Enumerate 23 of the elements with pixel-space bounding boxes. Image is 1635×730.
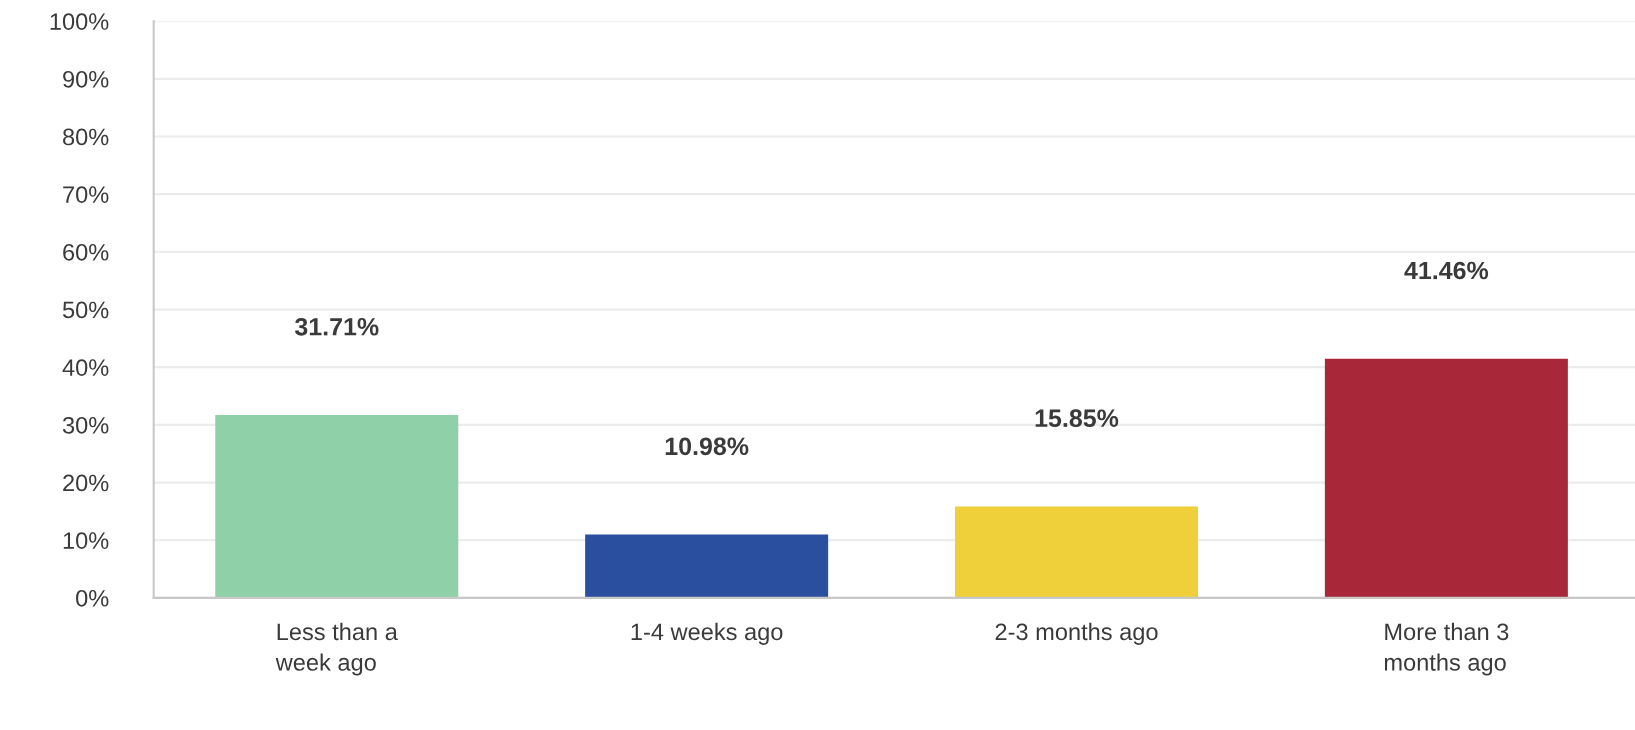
bar: [1324, 358, 1568, 598]
bar: [955, 506, 1198, 598]
y-tick-label: 80%: [63, 128, 109, 146]
bar: [215, 415, 459, 598]
y-tick-label: 70%: [63, 186, 109, 203]
data-label: 31.71%: [294, 317, 379, 336]
x-tick-label: 2-3 months ago: [995, 622, 1158, 645]
y-tick-label: 60%: [63, 243, 109, 261]
y-tick-label: 40%: [62, 359, 109, 376]
x-tick-label: More than 3 months ago: [1384, 622, 1509, 676]
y-tick-label: 20%: [63, 474, 109, 492]
bar: [585, 534, 829, 598]
x-tick-label: 1-4 weeks ago: [631, 622, 783, 645]
y-tick-label: 50%: [62, 301, 109, 319]
y-tick-label: 90%: [63, 70, 109, 88]
y-tick-label: 0%: [76, 589, 109, 607]
x-tick-label: Less than a week ago: [275, 622, 398, 676]
y-tick-label: 10%: [63, 532, 109, 549]
data-label: 41.46%: [1404, 261, 1489, 280]
data-label: 15.85%: [1035, 409, 1119, 428]
data-label: 10.98%: [665, 437, 749, 456]
y-tick-label: 30%: [62, 416, 109, 434]
y-tick-label: 100%: [50, 13, 109, 30]
